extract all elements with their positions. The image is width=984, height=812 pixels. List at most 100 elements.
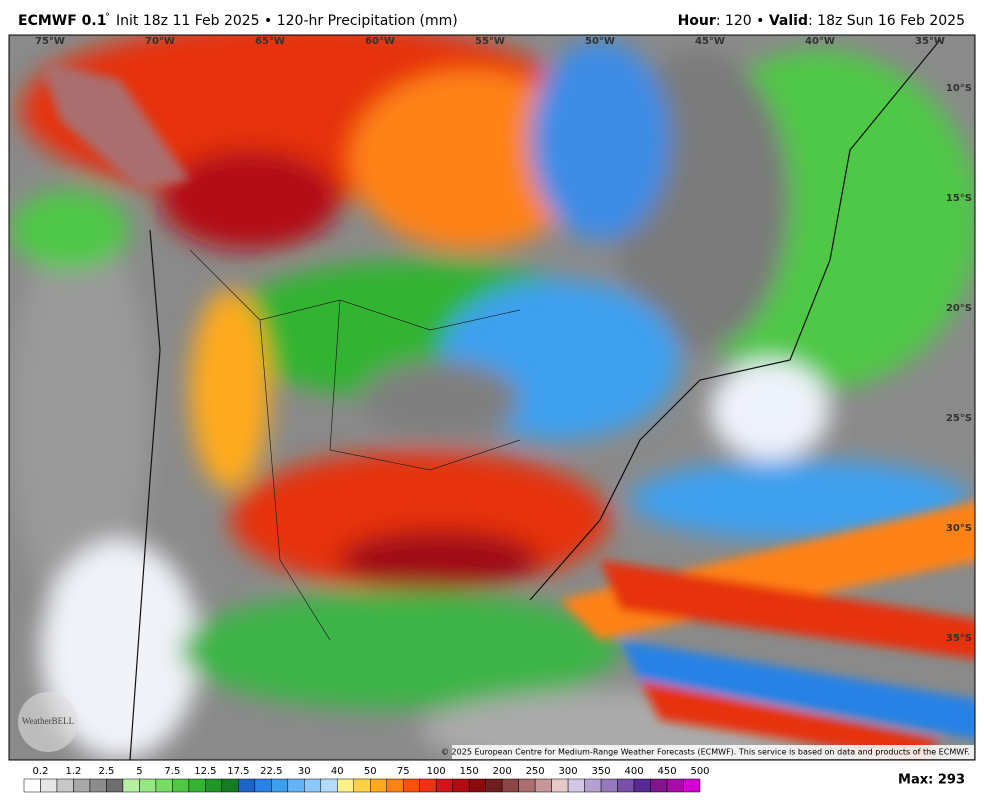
- copyright: © 2025 European Centre for Medium-Range …: [441, 748, 970, 757]
- longitude-label: 45°W: [695, 36, 725, 47]
- colorbar-swatch: [485, 778, 503, 793]
- colorbar-label: 400: [625, 766, 644, 777]
- latitude-label: 30°S: [946, 523, 972, 534]
- colorbar-label: 2.5: [98, 766, 114, 777]
- colorbar-label: 50: [364, 766, 377, 777]
- colorbar-swatch: [40, 778, 58, 793]
- colorbar-label: 7.5: [164, 766, 180, 777]
- blob: [10, 220, 150, 620]
- colorbar-label: 22.5: [260, 766, 282, 777]
- colorbar-swatch: [617, 778, 635, 793]
- colorbar-label: 12.5: [194, 766, 216, 777]
- valid-label: Valid: [769, 13, 808, 29]
- colorbar-swatch: [419, 778, 437, 793]
- latitude-label: 10°S: [946, 83, 972, 94]
- colorbar-swatch: [369, 778, 387, 793]
- colorbar-swatch: [600, 778, 618, 793]
- colorbar-swatch: [73, 778, 91, 793]
- precip-field: [9, 35, 975, 760]
- colorbar-swatch: [567, 778, 585, 793]
- colorbar-swatch: [666, 778, 684, 793]
- map-frame: [8, 34, 976, 761]
- colorbar-swatch: [188, 778, 206, 793]
- colorbar: 0.2 1.2 2.5 5 7.5 12.5 17.5 22.5 30 40 50 75 100 150 2…: [23, 766, 710, 793]
- logo: WeatherBELL: [22, 716, 74, 726]
- colorbar-label: 150: [460, 766, 479, 777]
- colorbar-swatch: [584, 778, 602, 793]
- colorbar-swatch: [320, 778, 338, 793]
- colorbar-label: 500: [690, 766, 709, 777]
- blob: [360, 360, 520, 440]
- model: ECMWF 0.1: [18, 13, 106, 29]
- colorbar-label: 100: [427, 766, 446, 777]
- max: Max: 293: [898, 773, 965, 788]
- colorbar-label: 450: [657, 766, 676, 777]
- colorbar-swatch: [452, 778, 470, 793]
- hour-label: Hour: [678, 13, 716, 29]
- blob: [710, 360, 830, 460]
- colorbar-swatch: [139, 778, 157, 793]
- borders: [189, 249, 521, 641]
- colorbar-label: 40: [331, 766, 344, 777]
- longitude-label: 65°W: [255, 36, 285, 47]
- init-text: Init 18z 11 Feb 2025 • 120-hr Precipitat…: [116, 13, 458, 29]
- colorbar-label: 30: [298, 766, 311, 777]
- longitude-label: 60°W: [365, 36, 395, 47]
- colorbar-label: 0.2: [33, 766, 49, 777]
- precip-bands: [40, 60, 975, 760]
- degree: °: [105, 12, 110, 23]
- band: [600, 560, 975, 660]
- longitude-label: 75°W: [35, 36, 65, 47]
- colorbar-swatch: [254, 778, 272, 793]
- colorbar-swatch: [172, 778, 190, 793]
- colorbar-swatch: [337, 778, 355, 793]
- colorbar-swatch: [287, 778, 305, 793]
- colorbar-swatch: [238, 778, 256, 793]
- latitude-label: 35°S: [946, 633, 972, 644]
- longitude-label: 50°W: [585, 36, 615, 47]
- longitude-label: 40°W: [805, 36, 835, 47]
- colorbar-swatch: [353, 778, 371, 793]
- colorbar-label: 5: [136, 766, 142, 777]
- blob: [180, 590, 620, 710]
- colorbar-swatch: [155, 778, 173, 793]
- blob: [10, 190, 130, 270]
- colorbar-swatch: [650, 778, 668, 793]
- colorbar-label: 75: [397, 766, 410, 777]
- colorbar-swatch: [304, 778, 322, 793]
- colorbar-label: 350: [592, 766, 611, 777]
- blob: [190, 290, 270, 490]
- coastline: [129, 39, 941, 760]
- blob: [350, 70, 590, 250]
- colorbar-swatch: [551, 778, 569, 793]
- colorbar-swatch: [106, 778, 124, 793]
- colorbar-swatch: [221, 778, 239, 793]
- colorbar-swatch: [683, 778, 701, 793]
- colorbar-swatch: [89, 778, 107, 793]
- colorbar-swatch: [518, 778, 536, 793]
- valid: : 18z Sun 16 Feb 2025: [808, 13, 965, 29]
- colorbar-label: 200: [493, 766, 512, 777]
- colorbar-swatch: [23, 778, 41, 793]
- valid-line: Hour: 120 • Valid: 18z Sun 16 Feb 2025: [678, 13, 965, 29]
- colorbar-swatch: [386, 778, 404, 793]
- band: [640, 680, 940, 760]
- copyright-bg: [452, 745, 974, 759]
- blob: [340, 530, 540, 590]
- colorbar-swatch: [534, 778, 552, 793]
- colorbar-swatch: [56, 778, 74, 793]
- colorbar-label: 1.2: [66, 766, 82, 777]
- colorbar-label: 250: [526, 766, 545, 777]
- colorbar-swatch: [633, 778, 651, 793]
- colorbar-label: 17.5: [227, 766, 249, 777]
- longitude-label: 70°W: [145, 36, 175, 47]
- colorbar-swatch: [271, 778, 289, 793]
- precip-blobs: [10, 35, 975, 760]
- colorbar-swatch: [435, 778, 453, 793]
- colorbar-swatch: [205, 778, 223, 793]
- colorbar-label: 300: [559, 766, 578, 777]
- colorbar-swatch: [468, 778, 486, 793]
- band: [40, 60, 190, 190]
